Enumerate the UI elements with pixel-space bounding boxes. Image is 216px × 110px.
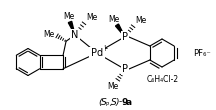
Text: (: ( bbox=[98, 97, 102, 106]
Text: Me: Me bbox=[63, 12, 75, 20]
Polygon shape bbox=[116, 24, 125, 37]
Text: P: P bbox=[122, 64, 128, 74]
Text: Pd: Pd bbox=[91, 48, 103, 58]
Text: ,: , bbox=[110, 97, 113, 106]
Text: P: P bbox=[122, 32, 128, 42]
Text: a: a bbox=[126, 97, 132, 106]
Text: -: - bbox=[118, 97, 122, 106]
Text: +: + bbox=[101, 43, 107, 52]
Text: PF₆⁻: PF₆⁻ bbox=[193, 49, 211, 58]
Polygon shape bbox=[68, 21, 75, 35]
Text: N: N bbox=[71, 30, 79, 40]
Text: Me: Me bbox=[135, 16, 147, 25]
Text: Me: Me bbox=[108, 15, 120, 24]
Text: S: S bbox=[111, 97, 117, 106]
Text: Me: Me bbox=[107, 82, 119, 91]
Text: S: S bbox=[101, 97, 107, 106]
Text: 9: 9 bbox=[122, 97, 128, 106]
Text: C₆H₄Cl-2: C₆H₄Cl-2 bbox=[147, 74, 179, 83]
Text: P: P bbox=[105, 102, 109, 106]
Text: ): ) bbox=[115, 97, 119, 106]
Text: Me: Me bbox=[86, 13, 98, 21]
Text: Me: Me bbox=[43, 30, 55, 39]
